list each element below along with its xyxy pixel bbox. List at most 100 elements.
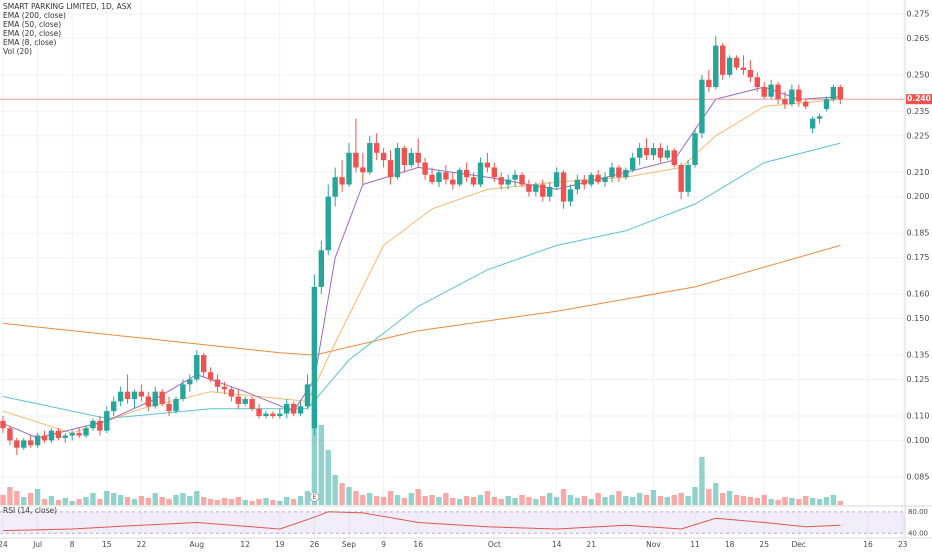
candle-body — [194, 355, 200, 380]
candle-body — [270, 413, 276, 417]
candle-body — [145, 396, 152, 407]
indicator-label: Vol (20) — [3, 47, 32, 56]
candle-body — [692, 133, 698, 166]
volume-bar — [353, 491, 359, 505]
event-marker — [309, 492, 320, 502]
candle-body — [560, 172, 567, 202]
candle-body — [581, 179, 587, 185]
volume-bar — [775, 500, 781, 505]
rsi-label: RSI (14, close) — [3, 506, 57, 515]
candle-body — [7, 428, 13, 441]
volume-bar — [387, 491, 394, 505]
volume-bar — [498, 499, 504, 505]
candle-body — [124, 391, 131, 399]
volume-bar — [152, 493, 158, 505]
candle-body — [574, 179, 581, 190]
volume-bar — [145, 498, 152, 505]
candle-body — [76, 433, 82, 436]
x-tick-label: 21 — [586, 540, 596, 549]
candle-body — [623, 169, 629, 178]
candle-body — [263, 413, 269, 417]
candle-body — [83, 428, 89, 436]
candle-body — [664, 150, 671, 158]
volume-bar — [124, 497, 131, 505]
x-tick-label: 19 — [275, 540, 285, 549]
x-tick-label: 23 — [898, 540, 908, 549]
x-tick-label: 22 — [137, 540, 147, 549]
x-tick-label: Jul — [32, 540, 42, 549]
volume-bar — [187, 496, 193, 505]
volume-bar — [325, 450, 331, 505]
rsi-line — [2, 511, 841, 532]
volume-bar — [284, 497, 290, 505]
y-tick-label: 0.085 — [907, 472, 930, 481]
volume-bar — [249, 501, 255, 505]
candle-body — [630, 157, 636, 170]
volume-bar — [41, 499, 48, 505]
volume-bar — [761, 495, 767, 505]
candle-body — [221, 386, 228, 390]
y-tick-label: 0.100 — [907, 436, 930, 445]
indicator-label: EMA (50, close) — [3, 20, 61, 29]
volume-bar — [90, 493, 96, 505]
candle-body — [297, 406, 304, 414]
candle-body — [567, 189, 574, 202]
y-tick-label: 0.135 — [907, 351, 930, 360]
candle-body — [463, 169, 470, 178]
volume-bar — [470, 497, 477, 505]
y-tick-label: 0.175 — [907, 253, 930, 262]
candle-body — [685, 165, 691, 192]
volume-bar — [616, 491, 622, 505]
candle-body — [470, 177, 477, 185]
volume-bar — [463, 496, 470, 505]
volume-bar — [519, 495, 525, 505]
candle-body — [277, 413, 283, 417]
volume-bar — [62, 498, 68, 505]
candle-body — [782, 99, 788, 105]
candle-body — [422, 162, 428, 175]
volume-bar — [318, 425, 325, 505]
volume-bar — [643, 495, 650, 505]
volume-bar — [830, 495, 837, 505]
volume-bar — [567, 495, 574, 505]
last-price-box — [906, 94, 932, 105]
x-tick-label: Dec — [792, 540, 807, 549]
candle-body — [733, 57, 740, 68]
volume-bar — [34, 489, 41, 505]
indicator-label: EMA (200, close) — [3, 11, 66, 20]
candle-body — [138, 391, 145, 397]
rsi-tick-label: 80.00 — [908, 508, 928, 516]
volume-bar — [401, 498, 408, 505]
volume-bar — [304, 491, 311, 505]
y-tick-label: 0.250 — [907, 70, 930, 79]
volume-bar — [809, 498, 816, 505]
indicator-label: EMA (20, close) — [3, 29, 61, 38]
candle-body — [768, 84, 774, 97]
volume-bar — [560, 489, 567, 505]
candle-body — [325, 196, 331, 251]
volume-bar — [595, 493, 601, 505]
last-price-label: 0.240 — [907, 94, 931, 103]
candle-body — [491, 167, 498, 178]
candle-body — [62, 435, 68, 438]
volume-bar — [27, 493, 34, 505]
rsi-band — [0, 511, 905, 534]
volume-bar — [719, 493, 726, 505]
candle-body — [380, 152, 387, 161]
y-tick-label: 0.160 — [907, 290, 930, 299]
volume-bar — [221, 498, 228, 505]
volume-bar — [540, 496, 546, 505]
candle-body — [69, 433, 75, 436]
volume-bar — [48, 496, 55, 505]
candle-body — [200, 355, 207, 373]
candle-body — [533, 184, 539, 192]
volume-bar — [664, 497, 671, 505]
candle-body — [636, 147, 643, 158]
candle-body — [429, 174, 435, 183]
volume-bar — [297, 496, 304, 505]
volume-bar — [104, 491, 110, 505]
candle-body — [249, 398, 255, 409]
candle-body — [823, 99, 830, 109]
y-tick-label: 0.185 — [907, 229, 930, 238]
